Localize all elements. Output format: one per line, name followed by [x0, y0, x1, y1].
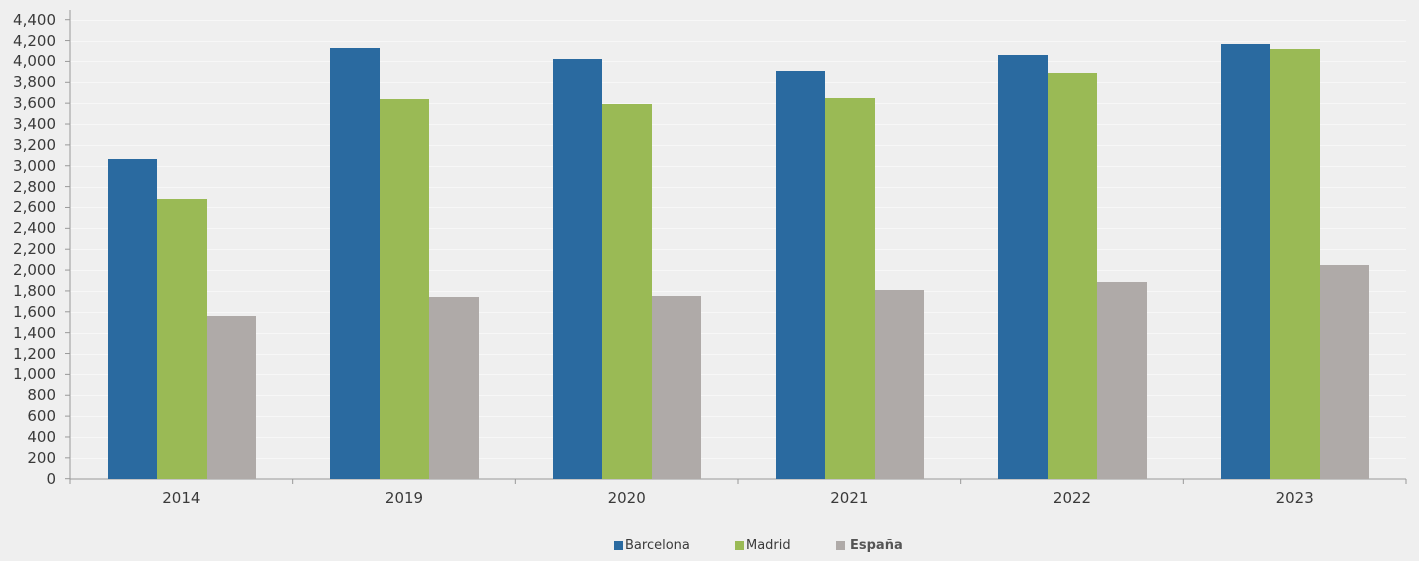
x-tick-label: 2022 — [1052, 489, 1092, 507]
y-tick-label: 3,600 — [13, 94, 56, 113]
bar-madrid-2014[interactable] — [157, 199, 207, 479]
bar-espana-2019[interactable] — [429, 297, 479, 479]
y-tick-label: 4,200 — [13, 31, 56, 50]
bar-espana-2021[interactable] — [874, 289, 925, 479]
y-tick-label: 4,400 — [13, 10, 56, 29]
gridline — [70, 187, 1406, 188]
gridline — [70, 124, 1406, 125]
bar-madrid-2020[interactable] — [602, 103, 652, 479]
y-tick-label: 2,400 — [13, 219, 56, 238]
gridline — [70, 458, 1406, 459]
gridline — [70, 41, 1406, 42]
bar-espana-2014[interactable] — [206, 315, 257, 479]
gridline — [70, 61, 1406, 62]
legend-swatch-icon — [836, 541, 845, 550]
gridline — [70, 103, 1406, 104]
y-tick-label: 2,600 — [13, 198, 56, 217]
gridline — [70, 437, 1406, 438]
y-tick-label: 2,000 — [13, 261, 56, 280]
gridline — [70, 207, 1406, 208]
gridline — [70, 270, 1406, 271]
y-tick-label: 1,200 — [13, 344, 56, 363]
bar-barcelona-2020[interactable] — [552, 59, 603, 479]
x-tick-label: 2023 — [1275, 489, 1314, 507]
legend-item-espana[interactable]: España — [836, 538, 903, 553]
y-tick-label: 3,000 — [13, 156, 56, 175]
legend-label: Madrid — [746, 538, 791, 553]
gridline — [70, 249, 1406, 250]
legend-item-barcelona[interactable]: Barcelona — [614, 538, 690, 553]
gridline — [70, 166, 1406, 167]
bar-madrid-2019[interactable] — [379, 98, 430, 479]
gridline — [70, 228, 1406, 229]
y-tick-label: 3,200 — [13, 135, 56, 154]
legend-swatch-icon — [735, 541, 744, 550]
bar-barcelona-2014[interactable] — [107, 159, 158, 479]
y-tick-label: 1,600 — [13, 302, 56, 321]
gridline — [70, 374, 1406, 375]
y-tick-label: 2,200 — [13, 240, 56, 259]
x-tick-label: 2021 — [830, 489, 869, 507]
gridline — [70, 82, 1406, 83]
gridline — [70, 145, 1406, 146]
y-tick-label: 1,000 — [13, 365, 56, 384]
y-tick-label: 200 — [27, 448, 56, 467]
gridline — [70, 312, 1406, 313]
y-tick-label: 600 — [27, 407, 56, 426]
y-tick-label: 1,400 — [13, 323, 56, 342]
y-tick-label: 4,000 — [13, 52, 56, 71]
y-tick-label: 3,400 — [13, 115, 56, 134]
bar-madrid-2022[interactable] — [1047, 73, 1098, 479]
legend: Barcelona Madrid España — [0, 538, 1419, 556]
gridline — [70, 416, 1406, 417]
gridline — [70, 354, 1406, 355]
y-axis-ticks — [65, 19, 70, 480]
x-tick-label: 2019 — [384, 489, 424, 507]
bar-barcelona-2019[interactable] — [330, 47, 380, 479]
bar-barcelona-2023[interactable] — [1220, 44, 1271, 479]
gridline — [70, 333, 1406, 334]
y-tick-label: 800 — [27, 386, 56, 405]
bar-espana-2020[interactable] — [651, 295, 702, 479]
bar-espana-2022[interactable] — [1097, 282, 1147, 479]
y-tick-label: 400 — [27, 427, 56, 446]
gridline — [70, 395, 1406, 396]
bar-barcelona-2022[interactable] — [998, 55, 1048, 479]
legend-label: Barcelona — [625, 538, 690, 553]
bar-madrid-2023[interactable] — [1270, 49, 1320, 479]
gridline — [70, 291, 1406, 292]
bar-espana-2023[interactable] — [1319, 265, 1370, 479]
y-tick-label: 0 — [46, 469, 56, 488]
y-tick-label: 1,800 — [13, 281, 56, 300]
x-tick-label: 2014 — [162, 489, 201, 507]
x-axis-ticks — [69, 479, 1407, 484]
x-tick-label: 2020 — [607, 489, 646, 507]
bar-madrid-2021[interactable] — [825, 97, 875, 479]
legend-item-madrid[interactable]: Madrid — [735, 538, 791, 553]
legend-label: España — [850, 538, 903, 553]
y-tick-label: 3,800 — [13, 73, 56, 92]
gridline — [70, 20, 1406, 21]
bar-barcelona-2021[interactable] — [775, 71, 826, 479]
y-tick-label: 2,800 — [13, 177, 56, 196]
legend-swatch-icon — [614, 541, 623, 550]
